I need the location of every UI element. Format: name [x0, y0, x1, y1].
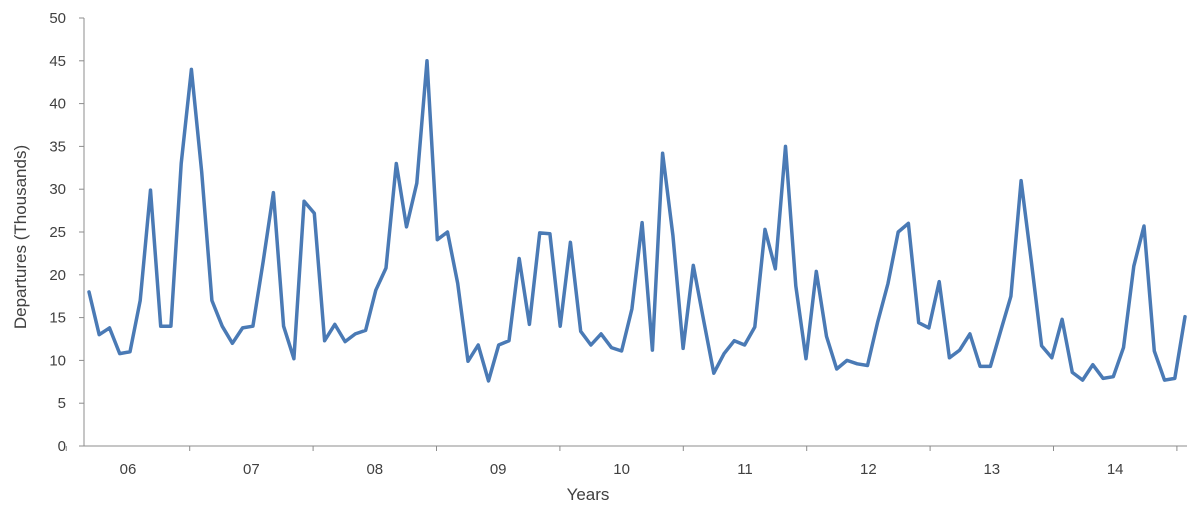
- y-tick-label: 30: [49, 181, 66, 198]
- series-line: [87, 59, 1187, 383]
- y-tick-label: 40: [49, 96, 66, 113]
- y-tick-label: 15: [49, 310, 66, 327]
- y-axis: 0 5 10 15 20 25 30 35 40 45 50: [49, 10, 85, 455]
- y-tick-label: 45: [49, 53, 66, 70]
- x-tick-label: 12: [860, 461, 877, 478]
- x-tick-label: 11: [737, 461, 753, 478]
- y-tick-label: 10: [49, 352, 66, 369]
- series-group: [87, 59, 1187, 383]
- x-axis-title: Years: [567, 485, 610, 504]
- y-tick-label: 20: [49, 267, 66, 284]
- y-axis-title: Departures (Thousands): [11, 145, 30, 329]
- x-tick-label: 13: [983, 461, 1000, 478]
- x-axis: 06 07 08 09 10 11 12 13 14: [65, 445, 1187, 478]
- y-tick-label: 25: [49, 224, 66, 241]
- x-tick-label: 06: [120, 461, 137, 478]
- x-tick-label: 14: [1107, 461, 1124, 478]
- y-tick-label: 50: [49, 10, 66, 27]
- y-tick-label: 35: [49, 138, 66, 155]
- y-tick-label: 5: [58, 395, 66, 412]
- x-tick-label: 08: [366, 461, 383, 478]
- x-tick-label: 10: [613, 461, 630, 478]
- y-tick-label: 0: [58, 438, 66, 455]
- x-tick-label: 09: [490, 461, 507, 478]
- x-tick-label: 07: [243, 461, 260, 478]
